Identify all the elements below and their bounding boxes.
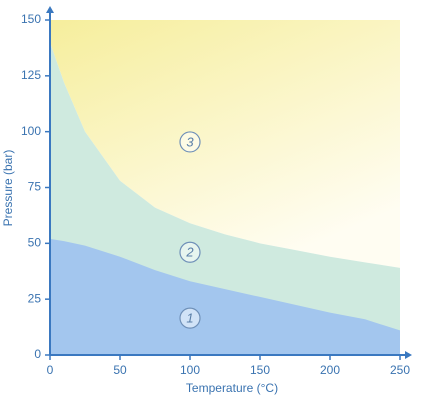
region-label: 3 [186,134,194,149]
x-axis-label: Temperature (°C) [186,381,278,395]
y-tick-label: 100 [21,124,41,138]
region-circle [179,307,201,329]
y-arrow [46,6,54,13]
x-tick-label: 250 [390,363,410,377]
y-tick-label: 150 [21,12,41,26]
x-tick-label: 50 [113,363,127,377]
y-tick-label: 75 [28,180,42,194]
y-axis-label: Pressure (bar) [1,150,15,227]
region-circle [179,131,201,153]
area [50,238,400,355]
x-arrow [405,351,412,359]
x-tick-label: 100 [180,363,200,377]
y-tick-label: 25 [28,291,42,305]
x-tick-label: 200 [320,363,340,377]
region-label: 1 [186,311,193,326]
y-tick-label: 0 [34,347,41,361]
region-label: 2 [185,245,194,260]
area-top [50,20,400,268]
y-tick-label: 50 [28,236,42,250]
x-tick-label: 0 [47,363,54,377]
region-circle [179,241,201,263]
x-tick-label: 150 [250,363,270,377]
y-tick-label: 125 [21,68,41,82]
